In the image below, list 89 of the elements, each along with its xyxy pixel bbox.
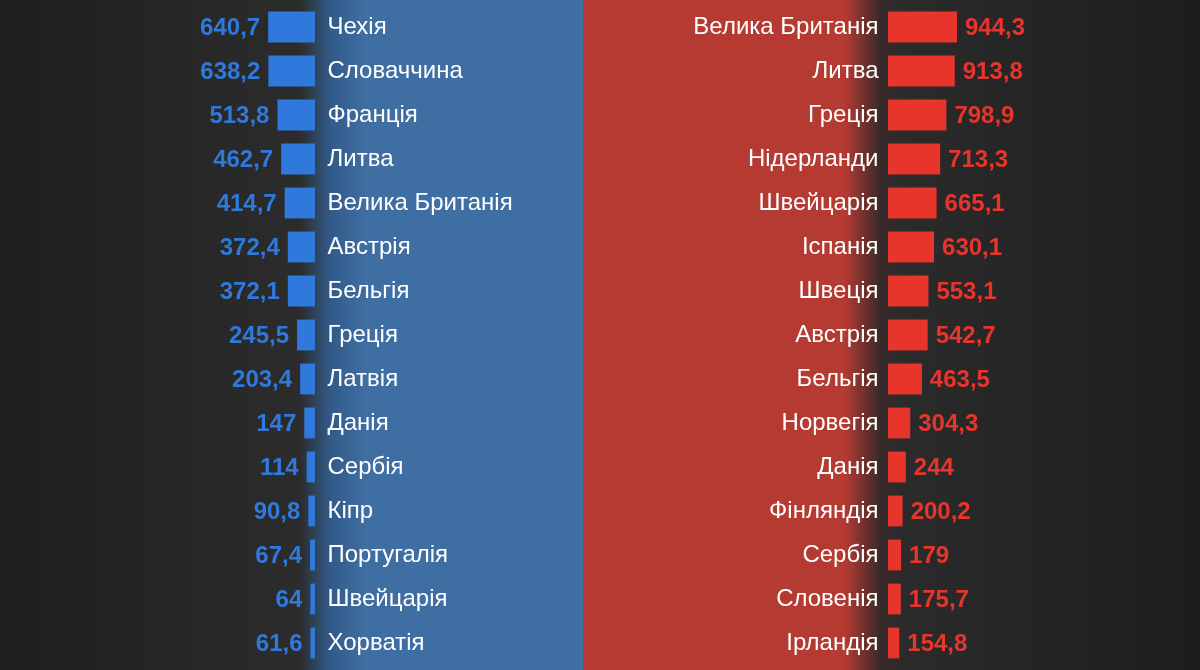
data-label: 64 [275, 585, 303, 612]
data-label: 944,3 [965, 13, 1026, 40]
y-tick-label: Бельгія [327, 276, 410, 303]
y-tick-label: Кіпр [327, 496, 374, 523]
data-label: 913,8 [962, 57, 1023, 84]
bar [888, 407, 911, 439]
bar [888, 363, 922, 395]
y-tick-label: Велика Британія [693, 12, 879, 39]
y-tick-label: Швеція [798, 276, 879, 303]
bar [268, 55, 315, 87]
y-tick-label: Литва [327, 144, 395, 171]
data-label: 665,1 [944, 189, 1005, 216]
y-tick-label: Греція [808, 100, 879, 127]
data-label: 463,5 [929, 365, 990, 392]
y-tick-label: Австрія [795, 320, 879, 347]
data-label: 372,1 [219, 277, 280, 304]
bar [304, 407, 315, 439]
bar [306, 451, 315, 483]
data-label: 304,3 [918, 409, 979, 436]
bar [888, 627, 900, 659]
bar [308, 495, 315, 527]
y-tick-label: Словенія [776, 584, 879, 611]
data-label: 372,4 [219, 233, 281, 260]
data-label: 630,1 [942, 233, 1003, 260]
data-label: 175,7 [908, 585, 969, 612]
y-tick-label: Сербія [802, 540, 879, 567]
bar [300, 363, 315, 395]
data-label: 542,7 [935, 321, 996, 348]
y-tick-label: Велика Британія [327, 188, 513, 215]
bar [310, 539, 315, 571]
bar [888, 495, 903, 527]
y-tick-label: Австрія [327, 232, 411, 259]
bar [310, 583, 315, 615]
bar [888, 187, 937, 219]
y-tick-label: Данія [817, 452, 879, 479]
bar [310, 627, 315, 659]
y-tick-label: Франція [327, 100, 418, 127]
y-tick-label: Латвія [327, 364, 399, 391]
bar [287, 231, 315, 263]
bar [297, 319, 315, 351]
data-label: 798,9 [954, 101, 1015, 128]
data-label: 462,7 [213, 145, 274, 172]
data-label: 114 [259, 453, 300, 480]
bar [284, 187, 315, 219]
bar [888, 451, 906, 483]
y-tick-label: Греція [327, 320, 398, 347]
y-tick-label: Нідерланди [747, 144, 879, 171]
data-label: 513,8 [209, 101, 270, 128]
bar [888, 11, 957, 43]
data-label: 203,4 [232, 365, 293, 392]
bar [888, 143, 941, 175]
bar [888, 55, 955, 87]
y-tick-label: Сербія [327, 452, 404, 479]
data-label: 553,1 [936, 277, 997, 304]
data-label: 713,3 [948, 145, 1009, 172]
y-tick-label: Хорватія [327, 628, 425, 655]
data-label: 638,2 [200, 57, 261, 84]
bar [888, 231, 935, 263]
data-label: 90,8 [253, 497, 301, 524]
data-label: 414,7 [216, 189, 277, 216]
bar [888, 275, 929, 307]
bar [888, 99, 947, 131]
y-tick-label: Бельгія [796, 364, 879, 391]
data-label: 179 [909, 541, 950, 568]
data-label: 147 [256, 409, 297, 436]
y-tick-label: Фінляндія [769, 496, 879, 523]
data-label: 200,2 [910, 497, 971, 524]
data-label: 67,4 [255, 541, 303, 568]
y-tick-label: Іспанія [801, 232, 879, 259]
y-tick-label: Швейцарія [758, 188, 879, 215]
bar [888, 539, 902, 571]
y-tick-label: Данія [327, 408, 389, 435]
data-label: 244 [913, 453, 955, 480]
bar [287, 275, 315, 307]
bar [277, 99, 315, 131]
bar [888, 583, 901, 615]
bar [888, 319, 928, 351]
data-label: 245,5 [229, 321, 290, 348]
y-tick-label: Швейцарія [327, 584, 448, 611]
y-tick-label: Португалія [327, 540, 449, 567]
data-label: 61,6 [255, 629, 303, 656]
y-tick-label: Ірландія [786, 628, 879, 655]
data-label: 640,7 [200, 13, 261, 40]
y-tick-label: Чехія [327, 12, 387, 39]
bar [268, 11, 315, 43]
y-tick-label: Словаччина [327, 56, 464, 83]
data-label: 154,8 [907, 629, 968, 656]
bar [281, 143, 315, 175]
y-tick-label: Норвегія [781, 408, 879, 435]
